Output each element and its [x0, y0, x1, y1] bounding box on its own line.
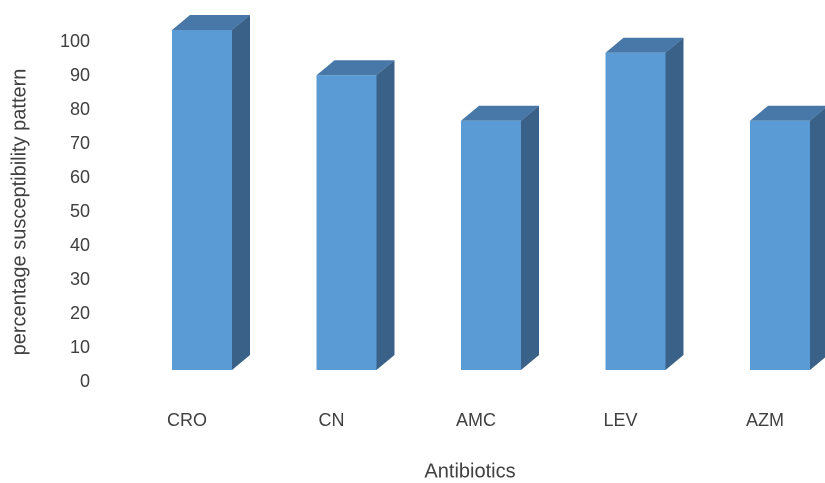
bar-top: [750, 105, 825, 121]
y-tick-label: 50: [70, 201, 90, 221]
y-tick-label: 100: [60, 31, 90, 51]
y-tick-label: 90: [70, 65, 90, 85]
x-tick-label: AMC: [456, 410, 496, 430]
y-tick-label: 80: [70, 99, 90, 119]
x-tick-label: LEV: [603, 410, 637, 430]
bar: [605, 52, 666, 370]
bar-side: [521, 105, 539, 370]
bar: [316, 75, 377, 370]
bar-side: [376, 60, 395, 370]
x-tick-label: CN: [319, 410, 345, 430]
bar-top: [605, 37, 684, 53]
y-tick-label: 40: [70, 235, 90, 255]
y-tick-label: 30: [70, 269, 90, 289]
bar-top: [172, 15, 250, 30]
x-tick-label: AZM: [746, 410, 784, 430]
x-axis-title: Antibiotics: [424, 460, 515, 482]
y-tick-label: 70: [70, 133, 90, 153]
bar: [172, 30, 232, 370]
y-tick-label: 10: [70, 337, 90, 357]
bar-top: [461, 105, 539, 121]
bar-side: [665, 37, 684, 370]
y-tick-label: 0: [80, 371, 90, 391]
bar-side: [232, 15, 250, 370]
y-tick-label: 20: [70, 303, 90, 323]
bar-top: [316, 60, 395, 76]
bar-side: [810, 108, 825, 370]
x-tick-label: CRO: [167, 410, 207, 430]
bar: [461, 120, 521, 370]
bar: [750, 120, 810, 370]
y-tick-label: 60: [70, 167, 90, 187]
y-axis-title: percentage susceptibility pattern: [8, 69, 30, 356]
